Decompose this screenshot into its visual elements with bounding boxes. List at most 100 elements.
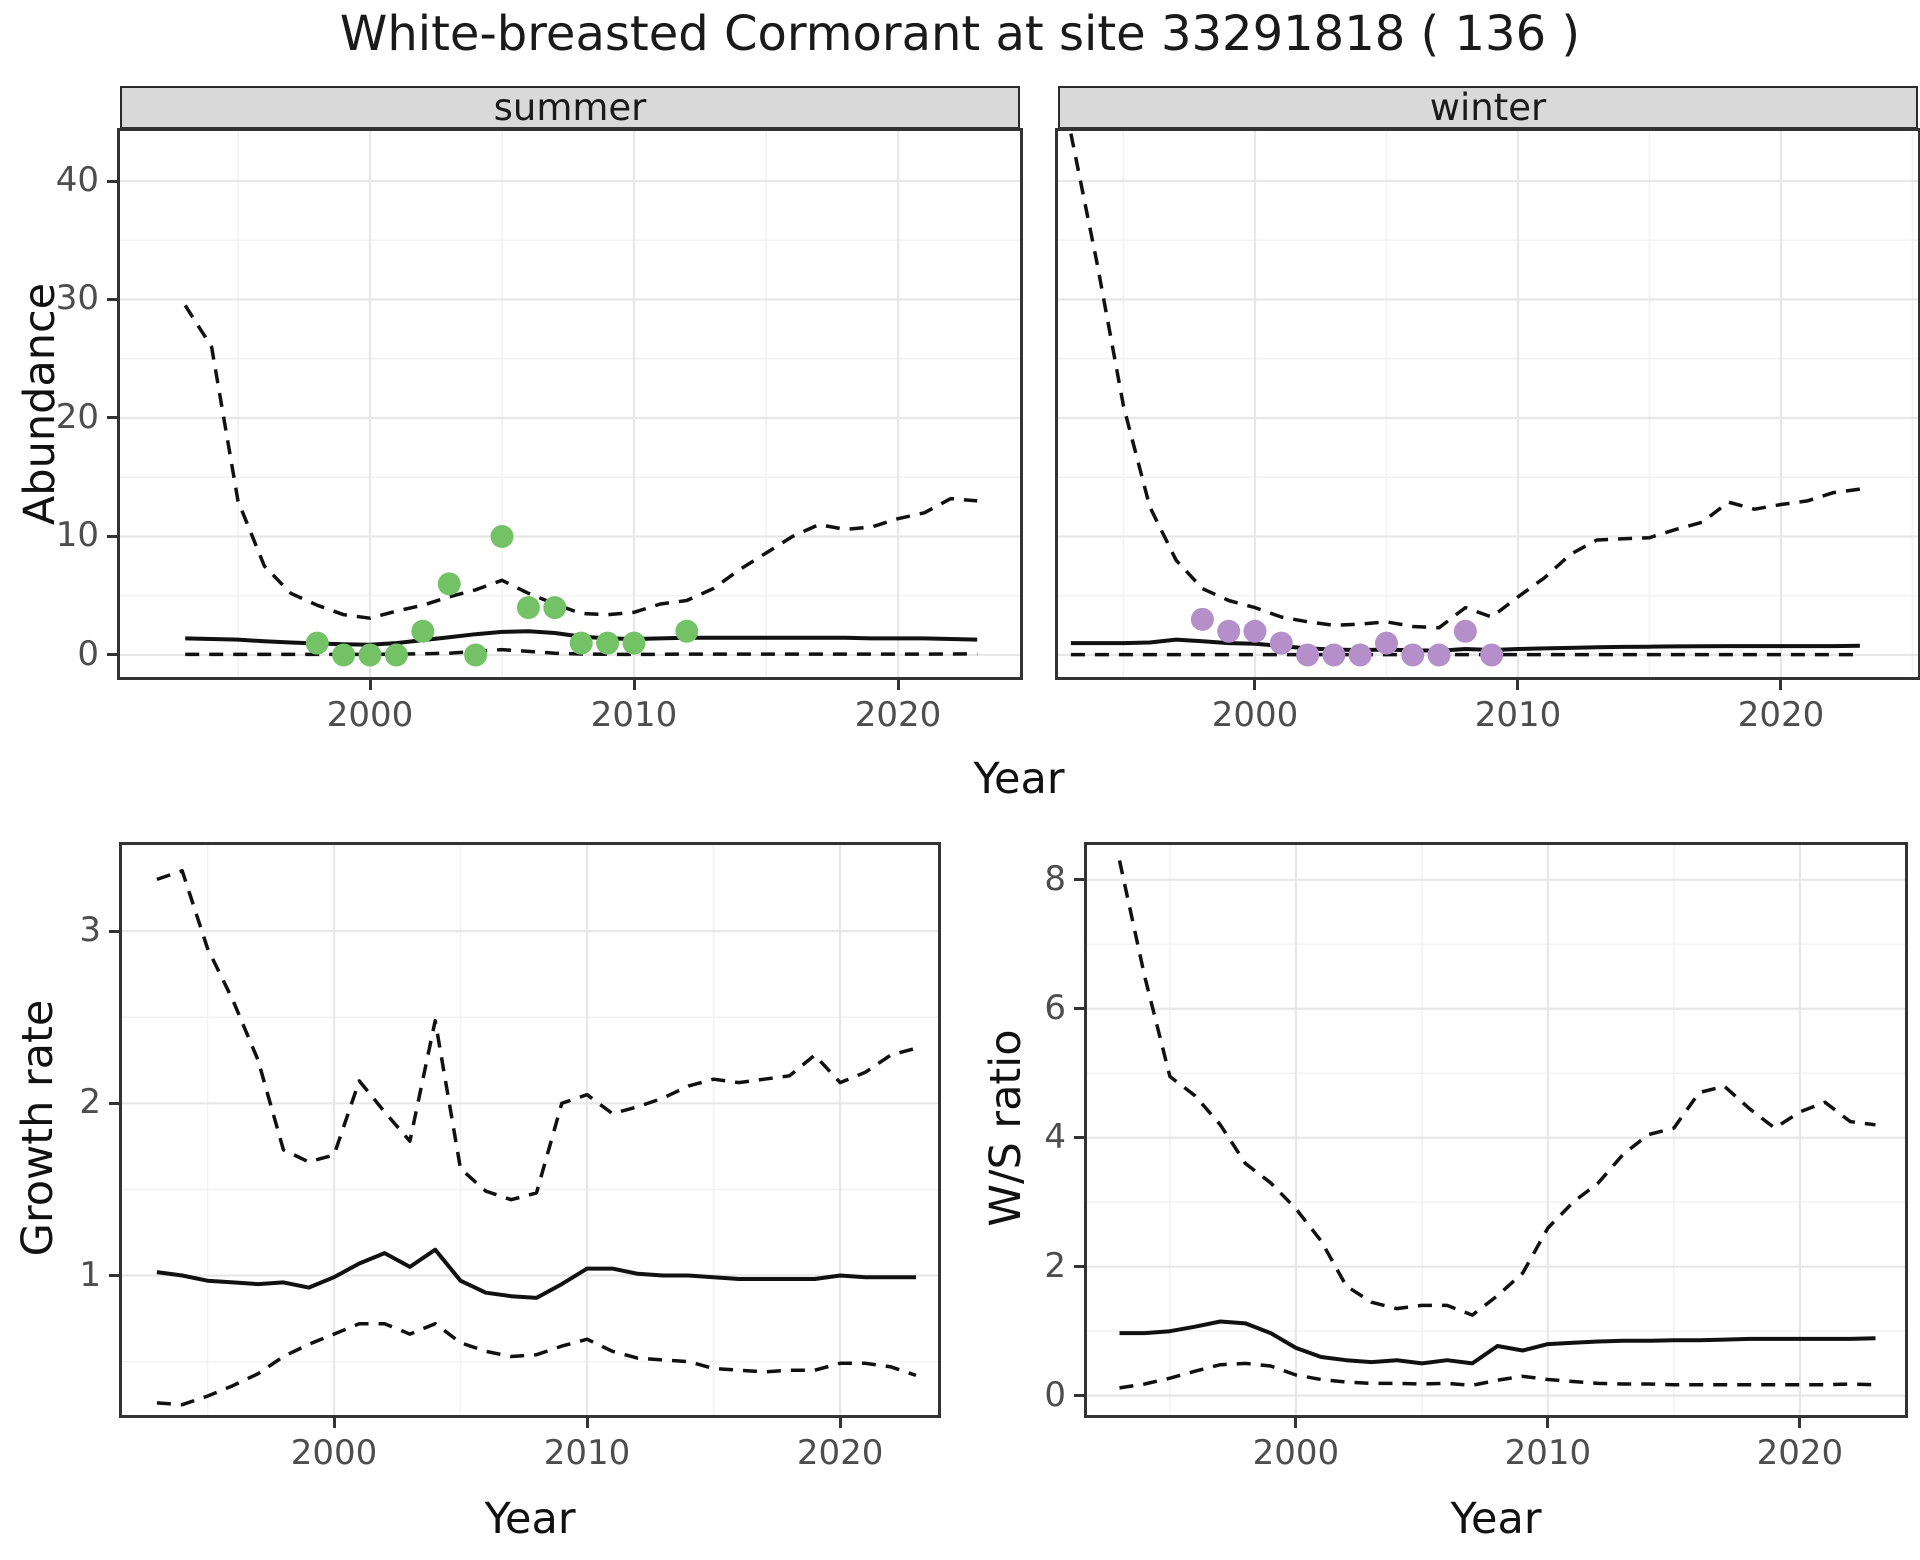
y-tick-mark [1074,878,1084,882]
x-tick-label: 2010 [1474,695,1562,735]
lower_ci-line [156,1321,917,1407]
y-tick-mark [1074,1394,1084,1398]
x-tick-label: 2000 [290,1433,378,1473]
y-tick-mark [109,1274,119,1277]
upper_ci-line [156,869,917,1202]
x-tick-mark [896,680,900,690]
data-point [358,643,382,667]
data-point [384,643,408,667]
data-point [1296,643,1320,667]
facet-strip-winter: winter [1058,86,1918,131]
y-tick-label: 1 [79,1254,101,1295]
facet-strip-summer: summer [120,86,1020,131]
data-point [543,596,567,620]
data-point [569,631,593,655]
x-tick-mark [1253,680,1257,690]
data-point [1480,643,1504,667]
y-tick-mark [107,416,117,420]
panel-ws-ratio [1084,842,1908,1418]
x-tick-mark [1546,1418,1550,1428]
data-point [1217,619,1241,643]
x-tick-label: 2010 [590,695,678,735]
data-point [464,643,488,667]
data-point [1243,619,1267,643]
y-tick-label: 8 [1044,858,1066,899]
y-tick-label: 0 [77,633,99,674]
x-tick-mark [1798,1418,1802,1428]
y-axis-title-growth-rate: Growth rate [13,999,63,1257]
x-tick-label: 2000 [1252,1433,1340,1473]
panel-abundance-summer [117,128,1023,680]
data-point [437,572,461,596]
x-tick-label: 2010 [1504,1433,1592,1473]
plot-area-summer [120,131,1020,677]
y-tick-mark [1074,1265,1084,1269]
y-tick-label: 0 [1044,1374,1066,1415]
y-tick-label: 2 [79,1082,101,1123]
median-line [1119,1319,1876,1366]
data-point [675,619,699,643]
data-point [1190,607,1214,631]
plot-area-winter [1058,131,1918,677]
y-tick-label: 6 [1044,987,1066,1028]
x-tick-mark [838,1418,842,1428]
y-tick-mark [109,1101,119,1105]
x-tick-mark [585,1418,589,1428]
data-point [1453,619,1477,643]
x-tick-mark [368,680,372,690]
x-tick-label: 2020 [1737,695,1825,735]
data-point [411,619,435,643]
x-tick-label: 2010 [543,1433,631,1473]
data-point [1348,643,1372,667]
data-point [1427,643,1451,667]
x-tick-label: 2020 [1756,1433,1844,1473]
upper_ci-line [183,304,978,620]
data-point [622,631,646,655]
x-tick-mark [332,1418,336,1428]
x-tick-label: 2000 [1211,695,1299,735]
median-line [156,1247,916,1300]
chart-title: White-breasted Cormorant at site 3329181… [339,6,1581,62]
upper_ci-line [1069,133,1861,630]
data-point [1269,631,1293,655]
data-point [305,631,329,655]
y-tick-mark [107,297,117,301]
x-axis-title-top: Year [973,754,1065,804]
x-tick-mark [1516,680,1520,690]
y-tick-mark [1074,1136,1084,1140]
y-tick-label: 20 [55,396,99,437]
data-point [596,631,620,655]
upper_ci-line [1117,860,1876,1317]
x-tick-label: 2020 [854,695,942,735]
x-tick-label: 2000 [326,695,414,735]
y-tick-mark [107,534,117,538]
x-axis-title-growth: Year [484,1494,576,1544]
median-line [1070,637,1860,653]
panel-growth-rate [119,842,941,1418]
plot-area-ws [1087,845,1905,1415]
x-tick-mark [1294,1418,1298,1428]
y-tick-mark [107,653,117,657]
panel-abundance-winter [1055,128,1920,680]
y-tick-label: 4 [1044,1116,1066,1157]
data-point [1401,643,1425,667]
lower_ci-line [1119,1361,1876,1390]
plot-area-growth [122,845,938,1415]
x-tick-label: 2020 [796,1433,884,1473]
y-tick-mark [109,929,119,933]
data-point [1322,643,1346,667]
data-point [490,524,514,548]
x-tick-mark [1779,680,1783,690]
y-tick-label: 10 [55,515,99,556]
y-tick-label: 40 [55,160,99,200]
x-axis-title-ws: Year [1450,1494,1542,1544]
y-tick-label: 30 [55,278,99,319]
data-point [1374,631,1398,655]
data-point [516,596,540,620]
data-point [332,643,356,667]
y-tick-label: 2 [1044,1245,1066,1286]
y-tick-mark [1074,1007,1084,1011]
y-tick-label: 3 [79,910,101,951]
y-tick-mark [107,179,117,183]
